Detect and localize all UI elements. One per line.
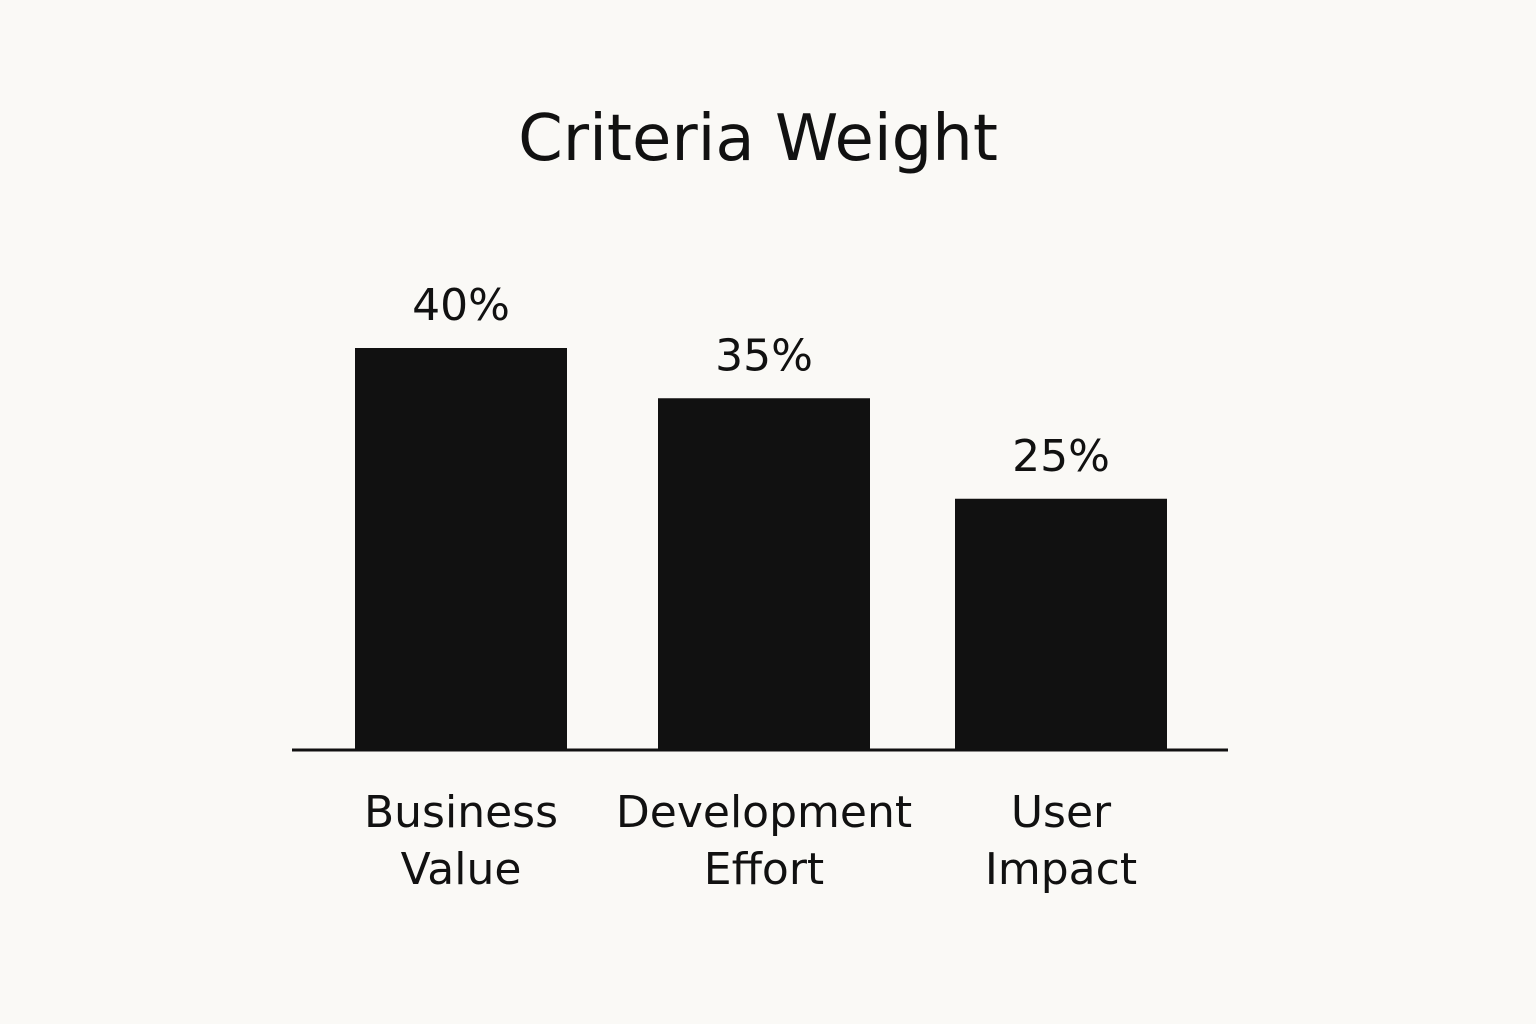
bar-0	[355, 348, 567, 750]
data-label-2: 25%	[1012, 431, 1110, 482]
category-label-1-line-0: Development	[616, 787, 912, 838]
category-label-0-line-1: Value	[401, 844, 522, 895]
bar-1	[658, 398, 870, 750]
category-label-1-line-1: Effort	[704, 844, 824, 895]
bars-layer	[355, 348, 1167, 750]
category-label-2-line-0: User	[1011, 787, 1112, 838]
category-label-0-line-0: Business	[364, 787, 558, 838]
data-label-0: 40%	[412, 280, 510, 331]
bar-2	[955, 498, 1167, 750]
data-label-1: 35%	[715, 330, 813, 381]
category-label-2-line-1: Impact	[985, 844, 1137, 895]
labels-layer: 40% Business Value 35% Development Effort 25% U…	[364, 280, 1137, 895]
chart-title: Criteria Weight	[518, 102, 998, 176]
